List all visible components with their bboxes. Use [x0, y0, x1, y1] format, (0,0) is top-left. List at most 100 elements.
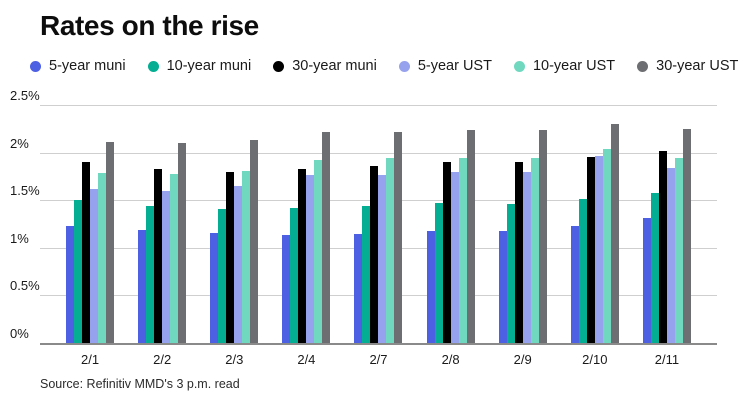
y-tick-label: 0.5% — [10, 278, 40, 294]
legend-item-5-year-ust: 5-year UST — [398, 58, 492, 74]
bar-5-year-muni — [570, 225, 579, 343]
legend-label: 5-year muni — [49, 58, 126, 74]
bar-5-year-ust — [306, 174, 315, 343]
legend-dot-icon — [637, 60, 649, 72]
bar-group-2-8: 2/8 — [415, 105, 487, 367]
bar-30-year-ust — [106, 142, 115, 343]
bar-5-year-ust — [378, 174, 387, 343]
bar-10-year-ust — [602, 148, 611, 343]
bar-30-year-muni — [370, 165, 379, 343]
legend-dot-icon — [147, 60, 159, 72]
bar-30-year-muni — [82, 162, 91, 343]
bar-10-year-muni — [218, 208, 227, 343]
bar-5-year-ust — [450, 171, 459, 343]
bar-group-2-11: 2/11 — [631, 105, 703, 367]
bar-30-year-ust — [178, 143, 187, 343]
bar-30-year-muni — [226, 171, 235, 343]
legend-dot-icon — [273, 60, 285, 72]
x-tick-label: 2/3 — [225, 352, 244, 367]
bar-30-year-muni — [514, 162, 523, 343]
bar-30-year-muni — [154, 168, 163, 343]
legend-item-10-year-ust: 10-year UST — [513, 58, 616, 74]
y-tick-label: 2% — [10, 135, 29, 151]
bar-5-year-ust — [234, 185, 243, 343]
bar-5-year-ust — [90, 188, 99, 343]
legend-dot-icon — [513, 60, 525, 72]
legend-label: 10-year UST — [532, 58, 616, 74]
bar-10-year-ust — [458, 158, 467, 343]
bar-10-year-muni — [578, 199, 587, 343]
gridline — [40, 152, 717, 154]
bar-5-year-muni — [66, 225, 75, 343]
bar-30-year-ust — [250, 140, 259, 343]
bar-5-year-muni — [642, 218, 651, 343]
bar-30-year-ust — [394, 131, 403, 343]
y-tick-label: 2.5% — [10, 88, 40, 103]
bar-group-2-10: 2/10 — [559, 105, 631, 367]
x-tick-label: 2/8 — [441, 352, 460, 367]
bar-10-year-muni — [434, 203, 443, 343]
bar-5-year-muni — [138, 229, 147, 343]
legend-label: 30-year UST — [656, 58, 739, 74]
bar-30-year-ust — [322, 131, 331, 343]
legend-dot-icon — [398, 60, 410, 72]
bar-5-year-ust — [162, 190, 171, 343]
bar-10-year-ust — [674, 158, 683, 343]
bar-5-year-muni — [282, 234, 291, 343]
bar-10-year-muni — [362, 205, 371, 343]
bar-5-year-ust — [666, 167, 675, 343]
bar-group-2-7: 2/7 — [342, 105, 414, 367]
bar-5-year-muni — [426, 230, 435, 343]
plot-area: 2/1 2/2 2/3 2/4 2/7 2/8 2/9 2/10 2/11 — [40, 105, 717, 367]
legend-dot-icon — [30, 60, 41, 72]
bar-30-year-muni — [298, 168, 307, 343]
y-tick-label: 0% — [10, 326, 29, 341]
bar-30-year-ust — [466, 129, 475, 343]
bar-10-year-muni — [650, 192, 659, 343]
bar-group-2-9: 2/9 — [487, 105, 559, 367]
bar-5-year-ust — [522, 171, 531, 343]
y-tick-label: 1.5% — [10, 183, 40, 199]
x-tick-label: 2/10 — [582, 352, 608, 367]
x-tick-label: 2/7 — [369, 352, 388, 367]
gridline — [40, 105, 717, 106]
y-tick-label: 1% — [10, 230, 29, 246]
bar-30-year-ust — [610, 124, 619, 343]
x-tick-label: 2/9 — [513, 352, 532, 367]
bar-10-year-muni — [74, 200, 83, 343]
x-tick-label: 2/4 — [297, 352, 316, 367]
bar-10-year-ust — [242, 170, 251, 343]
legend: 5-year muni 10-year muni 30-year muni 5-yea… — [30, 58, 738, 74]
bar-10-year-muni — [506, 204, 515, 343]
bar-30-year-ust — [538, 129, 547, 343]
bar-5-year-muni — [354, 233, 363, 343]
bar-group-2-3: 2/3 — [198, 105, 270, 367]
bar-groups: 2/1 2/2 2/3 2/4 2/7 2/8 2/9 2/10 2/11 — [40, 105, 717, 367]
bar-5-year-ust — [594, 156, 603, 343]
bar-10-year-ust — [386, 158, 395, 343]
bar-30-year-muni — [442, 162, 451, 343]
legend-label: 5-year UST — [417, 58, 492, 74]
source-note: Source: Refinitiv MMD's 3 p.m. read — [40, 377, 240, 391]
legend-item-5-year-muni: 5-year muni — [30, 58, 126, 74]
bar-10-year-muni — [146, 205, 155, 343]
legend-item-30-year-ust: 30-year UST — [637, 58, 738, 74]
bar-10-year-ust — [170, 173, 179, 343]
bar-group-2-1: 2/1 — [54, 105, 126, 367]
x-tick-label: 2/11 — [654, 352, 680, 367]
y-axis-labels: 2.5% 2% 1.5% 1% 0.5% 0% — [10, 0, 70, 416]
bar-30-year-muni — [586, 157, 595, 343]
bar-10-year-ust — [530, 158, 539, 343]
bar-10-year-ust — [314, 160, 323, 343]
bar-group-2-4: 2/4 — [270, 105, 342, 367]
bar-group-2-2: 2/2 — [126, 105, 198, 367]
x-tick-label: 2/1 — [81, 352, 100, 367]
bar-30-year-muni — [658, 150, 667, 343]
legend-label: 10-year muni — [166, 58, 252, 74]
bar-5-year-muni — [210, 232, 219, 343]
legend-label: 30-year muni — [292, 58, 377, 74]
bar-30-year-ust — [682, 128, 691, 343]
legend-item-10-year-muni: 10-year muni — [147, 58, 252, 74]
chart-title: Rates on the rise — [40, 10, 259, 41]
